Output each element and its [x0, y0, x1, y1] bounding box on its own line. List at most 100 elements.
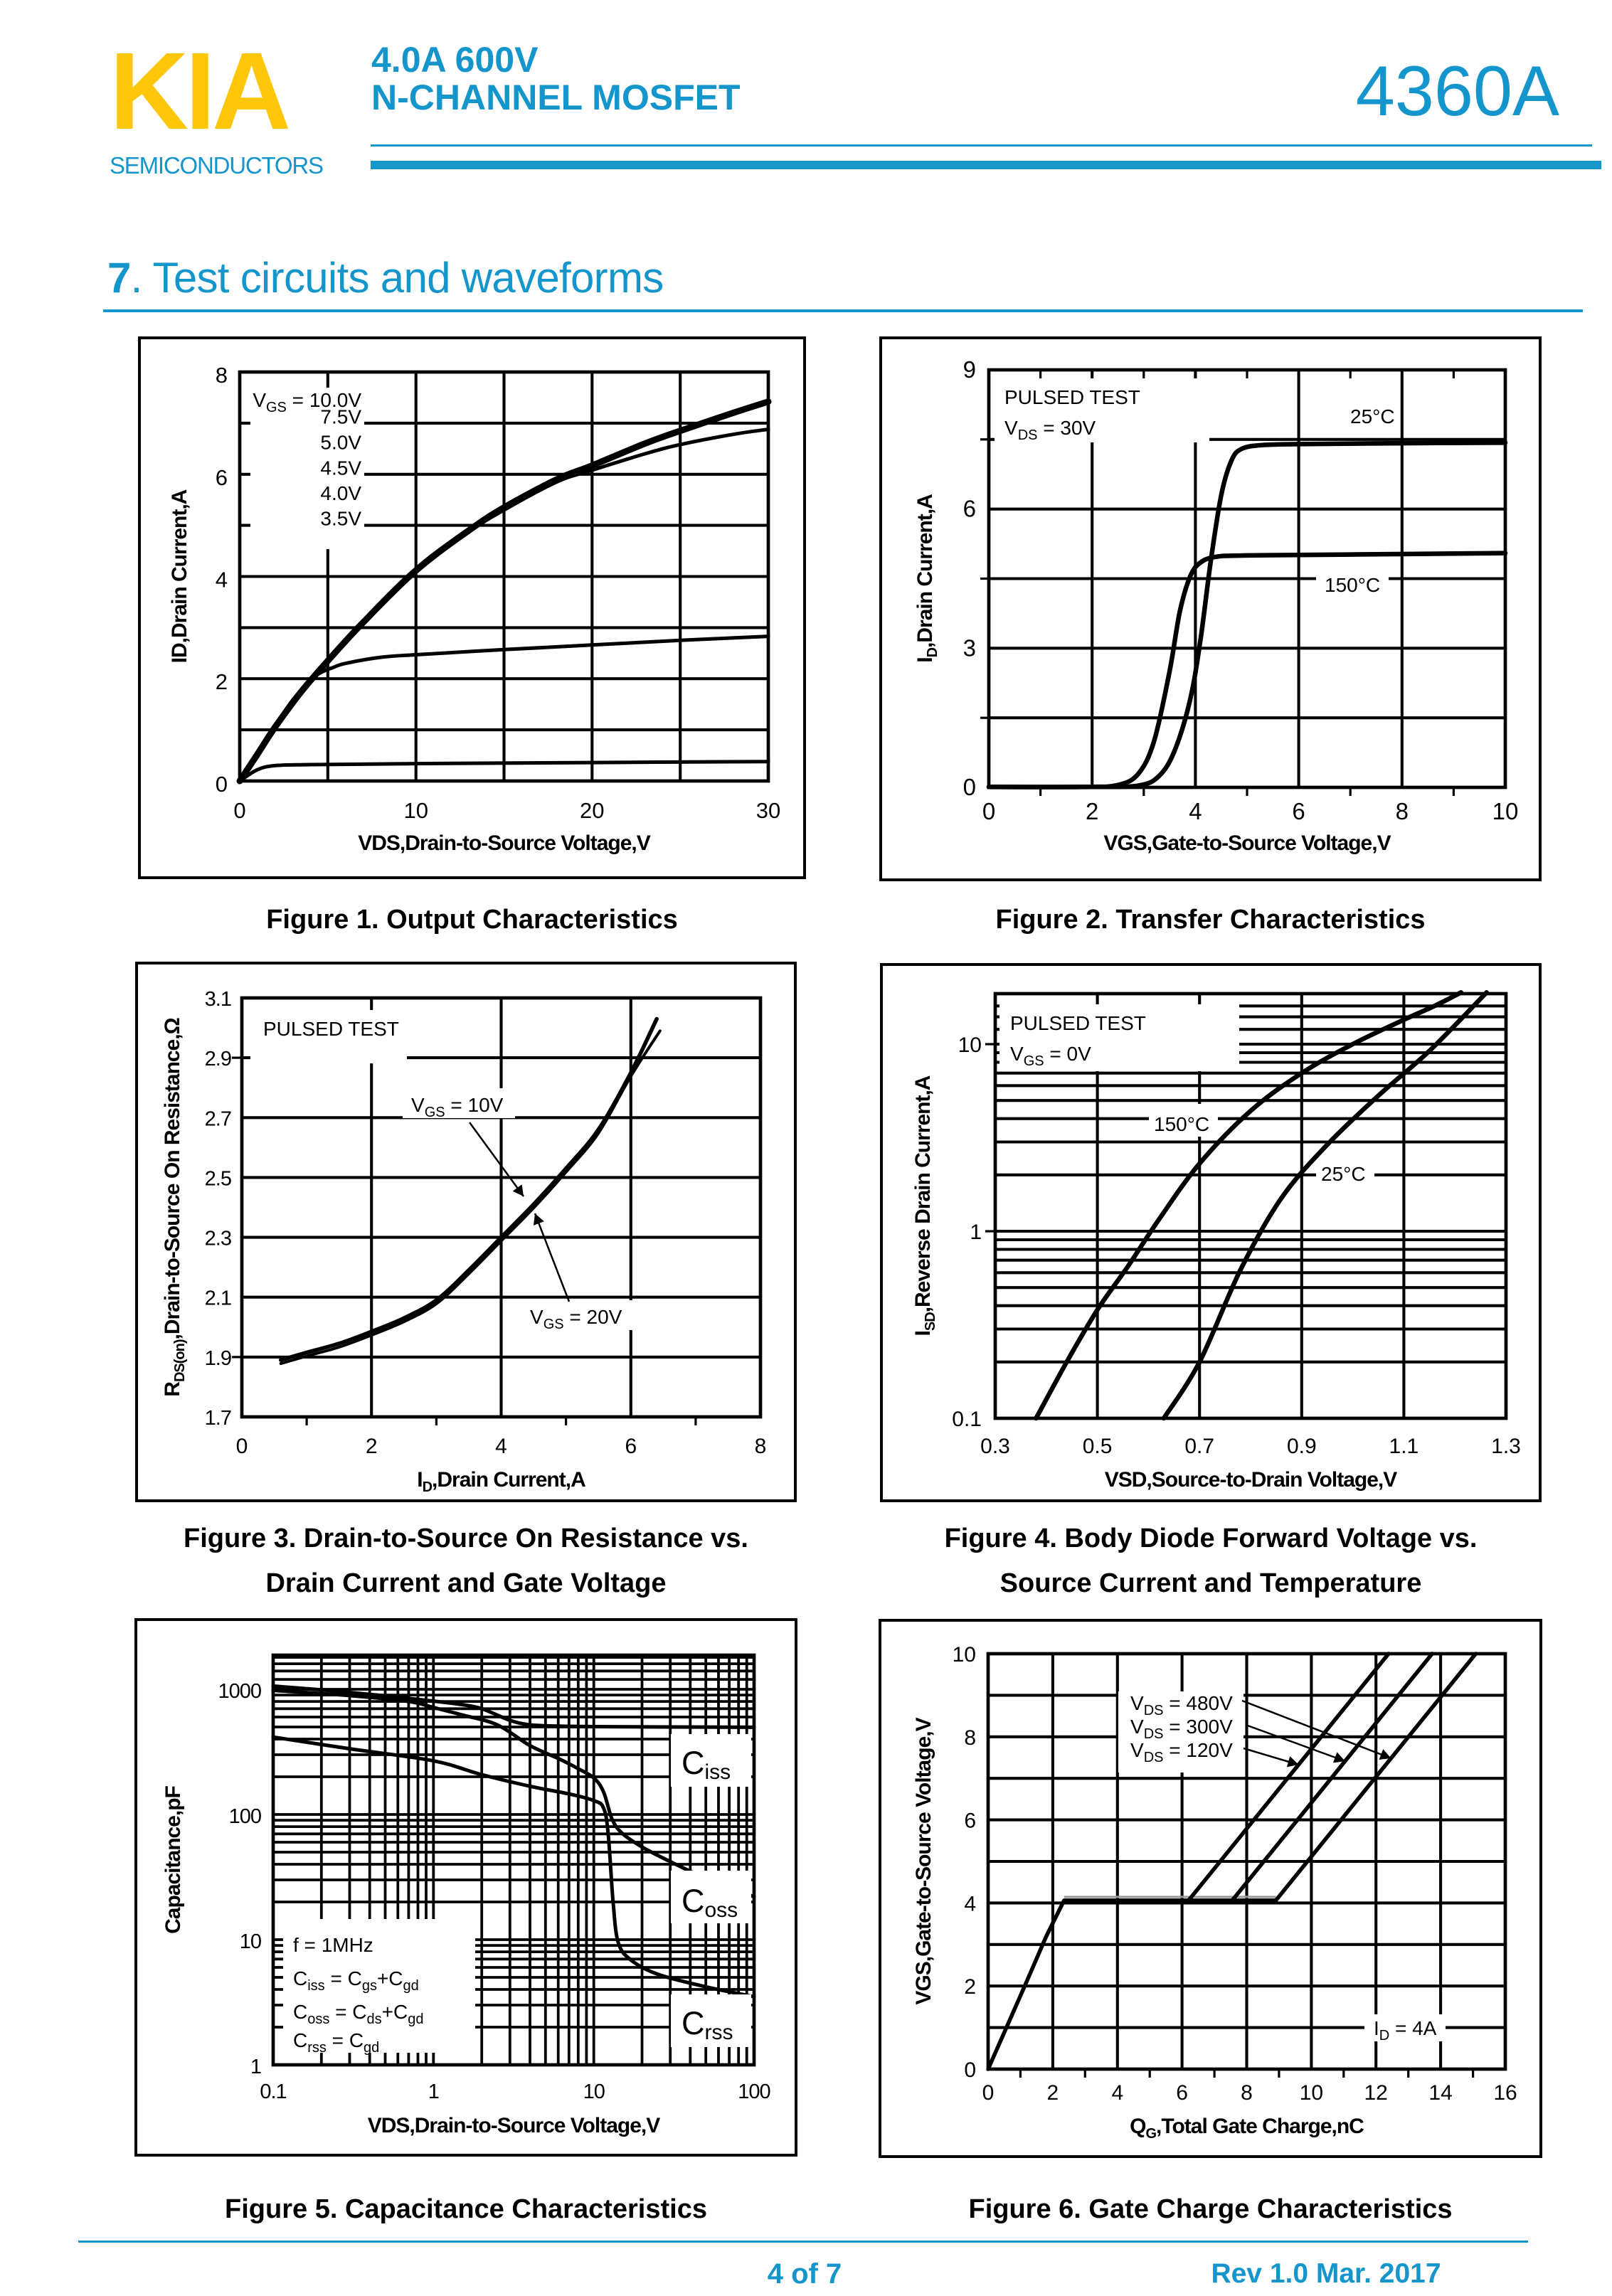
svg-text:1: 1 — [428, 2080, 439, 2103]
svg-text:30: 30 — [756, 798, 780, 823]
svg-text:10: 10 — [1300, 2081, 1323, 2105]
svg-text:0: 0 — [982, 2081, 995, 2105]
svg-text:ID,Drain Current,A: ID,Drain Current,A — [913, 494, 940, 663]
svg-text:f = 1MHz: f = 1MHz — [293, 1934, 373, 1956]
svg-text:VGS = 0V: VGS = 0V — [1010, 1043, 1091, 1069]
svg-text:PULSED TEST: PULSED TEST — [263, 1018, 399, 1040]
svg-text:VDS = 120V: VDS = 120V — [1130, 1739, 1233, 1765]
svg-text:1.1: 1.1 — [1389, 1435, 1419, 1458]
svg-text:VDS,Drain-to-Source Voltage,V: VDS,Drain-to-Source Voltage,V — [358, 831, 651, 855]
svg-text:2.3: 2.3 — [205, 1228, 231, 1250]
svg-text:PULSED TEST: PULSED TEST — [1010, 1012, 1146, 1034]
svg-text:10: 10 — [240, 1930, 261, 1953]
svg-text:4: 4 — [964, 1892, 976, 1915]
svg-text:VGS = 10.0V: VGS = 10.0V — [253, 389, 361, 415]
svg-text:4: 4 — [1189, 798, 1202, 824]
svg-text:2: 2 — [964, 1975, 976, 1999]
svg-text:3: 3 — [963, 634, 976, 661]
svg-text:Crss = Cgd: Crss = Cgd — [293, 2029, 379, 2056]
svg-text:VSD,Source-to-Drain Voltage,V: VSD,Source-to-Drain Voltage,V — [1105, 1468, 1398, 1492]
svg-text:VDS = 480V: VDS = 480V — [1130, 1692, 1233, 1718]
svg-text:10: 10 — [953, 1643, 976, 1667]
svg-text:VGS,Gate-to-Source Voltage,V: VGS,Gate-to-Source Voltage,V — [912, 1717, 935, 2004]
svg-text:6: 6 — [625, 1435, 637, 1458]
svg-text:6: 6 — [964, 1809, 976, 1833]
svg-text:1.3: 1.3 — [1491, 1435, 1521, 1458]
svg-text:VDS = 30V: VDS = 30V — [1004, 417, 1096, 443]
svg-text:Ciss: Ciss — [682, 1745, 731, 1784]
svg-text:ID,Drain Current,A: ID,Drain Current,A — [168, 489, 191, 663]
svg-text:150°C: 150°C — [1154, 1113, 1209, 1135]
svg-text:16: 16 — [1493, 2081, 1517, 2105]
svg-text:20: 20 — [580, 798, 604, 823]
svg-text:VGS = 20V: VGS = 20V — [530, 1306, 622, 1332]
svg-text:2.7: 2.7 — [205, 1107, 231, 1130]
svg-text:10: 10 — [583, 2080, 605, 2103]
svg-text:6: 6 — [963, 496, 976, 522]
svg-text:4: 4 — [1111, 2081, 1123, 2105]
svg-text:2.5: 2.5 — [205, 1167, 231, 1190]
svg-text:0: 0 — [963, 774, 976, 800]
svg-text:9: 9 — [963, 356, 976, 383]
svg-text:4.5V: 4.5V — [320, 457, 361, 479]
svg-text:0: 0 — [216, 772, 228, 797]
svg-text:0.9: 0.9 — [1287, 1435, 1317, 1458]
svg-text:VDS = 300V: VDS = 300V — [1130, 1716, 1233, 1742]
svg-text:0.1: 0.1 — [952, 1408, 982, 1431]
svg-text:6: 6 — [1292, 798, 1305, 824]
svg-text:10: 10 — [1492, 798, 1519, 824]
svg-text:0.3: 0.3 — [980, 1435, 1010, 1458]
svg-text:0: 0 — [236, 1435, 248, 1458]
svg-text:Ciss = Cgs+Cgd: Ciss = Cgs+Cgd — [293, 1967, 419, 1994]
svg-text:Capacitance,pF: Capacitance,pF — [161, 1785, 185, 1933]
svg-text:0: 0 — [233, 798, 245, 823]
svg-text:10: 10 — [403, 798, 428, 823]
svg-text:100: 100 — [738, 2080, 770, 2103]
svg-text:4: 4 — [495, 1435, 507, 1458]
svg-text:8: 8 — [216, 363, 228, 388]
svg-text:ID,Drain Current,A: ID,Drain Current,A — [417, 1468, 585, 1495]
svg-text:2: 2 — [1086, 798, 1098, 824]
svg-text:8: 8 — [964, 1726, 976, 1750]
svg-text:1000: 1000 — [218, 1680, 261, 1703]
svg-text:VDS,Drain-to-Source Voltage,V: VDS,Drain-to-Source Voltage,V — [368, 2114, 661, 2137]
svg-text:QG,Total Gate Charge,nC: QG,Total Gate Charge,nC — [1130, 2115, 1364, 2142]
svg-text:RDS(on),Drain-to-Source On Res: RDS(on),Drain-to-Source On Resistance,Ω — [161, 1018, 188, 1396]
svg-text:ISD,Reverse Drain Current,A: ISD,Reverse Drain Current,A — [911, 1075, 938, 1336]
svg-text:Crss: Crss — [682, 2005, 733, 2044]
svg-text:150°C: 150°C — [1325, 574, 1380, 596]
svg-text:Coss = Cds+Cgd: Coss = Cds+Cgd — [293, 2001, 423, 2027]
svg-text:25°C: 25°C — [1350, 405, 1395, 427]
svg-text:4.0V: 4.0V — [320, 482, 361, 504]
svg-text:0: 0 — [964, 2058, 976, 2082]
svg-text:7.5V: 7.5V — [320, 406, 361, 428]
svg-text:ID = 4A: ID = 4A — [1374, 2017, 1437, 2043]
svg-text:12: 12 — [1364, 2081, 1388, 2105]
svg-text:2: 2 — [1047, 2081, 1059, 2105]
svg-text:1.7: 1.7 — [205, 1407, 231, 1430]
svg-text:10: 10 — [958, 1033, 982, 1057]
svg-text:2.9: 2.9 — [205, 1048, 231, 1070]
svg-text:3.5V: 3.5V — [320, 508, 361, 530]
svg-text:VGS,Gate-to-Source Voltage,V: VGS,Gate-to-Source Voltage,V — [1103, 831, 1391, 855]
svg-text:4: 4 — [216, 568, 228, 592]
svg-text:6: 6 — [216, 465, 228, 490]
svg-text:2.1: 2.1 — [205, 1287, 231, 1310]
svg-text:100: 100 — [229, 1805, 261, 1828]
svg-text:6: 6 — [1176, 2081, 1188, 2105]
svg-text:0.7: 0.7 — [1184, 1435, 1214, 1458]
svg-text:1: 1 — [970, 1221, 982, 1244]
svg-text:3.1: 3.1 — [205, 988, 231, 1011]
svg-text:PULSED TEST: PULSED TEST — [1004, 386, 1140, 408]
svg-text:2: 2 — [366, 1435, 378, 1458]
svg-text:VGS = 10V: VGS = 10V — [411, 1094, 504, 1120]
svg-text:8: 8 — [1396, 798, 1409, 824]
svg-text:0: 0 — [982, 798, 995, 824]
svg-text:Coss: Coss — [682, 1883, 738, 1922]
svg-text:8: 8 — [755, 1435, 767, 1458]
svg-text:8: 8 — [1241, 2081, 1253, 2105]
svg-text:1.9: 1.9 — [205, 1347, 231, 1370]
svg-text:14: 14 — [1428, 2081, 1452, 2105]
svg-text:0.1: 0.1 — [260, 2080, 286, 2103]
svg-text:2: 2 — [216, 669, 228, 694]
